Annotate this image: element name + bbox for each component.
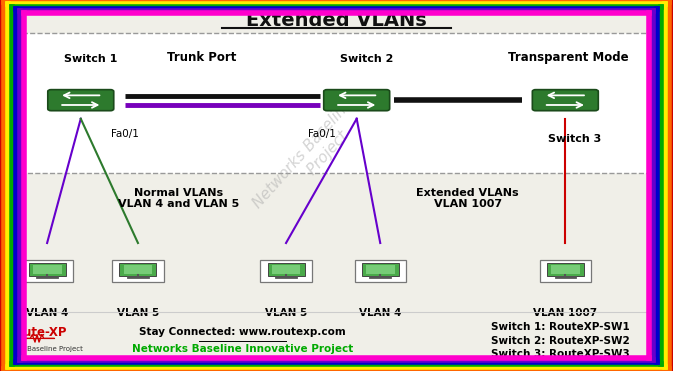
FancyBboxPatch shape	[22, 260, 73, 282]
Text: Networks Baseline Project: Networks Baseline Project	[0, 347, 83, 352]
FancyBboxPatch shape	[324, 90, 390, 111]
Text: Extended VLANs
VLAN 1007: Extended VLANs VLAN 1007	[417, 188, 519, 209]
Text: Route-XP: Route-XP	[7, 325, 67, 339]
Text: VLAN 5: VLAN 5	[117, 309, 159, 318]
Text: Switch 1: Switch 1	[64, 55, 117, 64]
Text: Networks Baseline
       Project: Networks Baseline Project	[250, 96, 369, 223]
FancyBboxPatch shape	[362, 263, 398, 276]
FancyBboxPatch shape	[112, 260, 164, 282]
Text: Switch 3: RouteXP-SW3: Switch 3: RouteXP-SW3	[491, 349, 630, 359]
Text: VLAN 4: VLAN 4	[26, 309, 68, 318]
Text: Stay Connected: www.routexp.com: Stay Connected: www.routexp.com	[139, 327, 346, 337]
Text: Fa0/1: Fa0/1	[110, 129, 139, 139]
Text: VLAN 4: VLAN 4	[359, 309, 401, 318]
Text: Switch 1: RouteXP-SW1: Switch 1: RouteXP-SW1	[491, 322, 630, 332]
Text: Switch 2: Switch 2	[340, 55, 393, 64]
FancyBboxPatch shape	[29, 263, 65, 276]
FancyBboxPatch shape	[20, 33, 653, 173]
FancyBboxPatch shape	[532, 90, 598, 111]
FancyBboxPatch shape	[33, 265, 61, 273]
FancyBboxPatch shape	[268, 263, 304, 276]
Text: Trunk Port: Trunk Port	[167, 51, 237, 64]
FancyBboxPatch shape	[272, 265, 300, 273]
Text: Networks Baseline Innovative Project: Networks Baseline Innovative Project	[132, 345, 353, 354]
Text: Switch 2: RouteXP-SW2: Switch 2: RouteXP-SW2	[491, 336, 630, 345]
Text: Transparent Mode: Transparent Mode	[508, 51, 629, 64]
Text: VLAN 5: VLAN 5	[265, 309, 307, 318]
FancyBboxPatch shape	[124, 265, 152, 273]
FancyBboxPatch shape	[540, 260, 591, 282]
FancyBboxPatch shape	[547, 263, 583, 276]
FancyBboxPatch shape	[48, 90, 114, 111]
FancyBboxPatch shape	[120, 263, 156, 276]
Text: Switch 3: Switch 3	[548, 134, 602, 144]
Text: Normal VLANs
VLAN 4 and VLAN 5: Normal VLANs VLAN 4 and VLAN 5	[118, 188, 239, 209]
FancyBboxPatch shape	[551, 265, 579, 273]
FancyBboxPatch shape	[366, 265, 394, 273]
FancyBboxPatch shape	[355, 260, 406, 282]
Text: Fa0/1: Fa0/1	[308, 129, 336, 139]
Text: VLAN 1007: VLAN 1007	[533, 309, 598, 318]
Text: Extended VLANs: Extended VLANs	[246, 11, 427, 30]
FancyBboxPatch shape	[260, 260, 312, 282]
FancyBboxPatch shape	[27, 15, 646, 356]
